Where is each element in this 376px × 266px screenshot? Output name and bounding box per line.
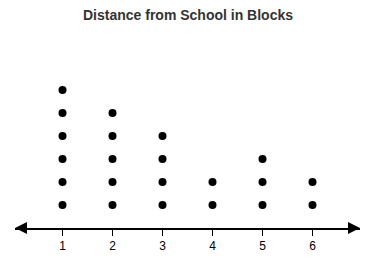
svg-text:1: 1 [59, 239, 66, 253]
svg-text:2: 2 [109, 239, 116, 253]
svg-text:4: 4 [209, 239, 216, 253]
svg-text:5: 5 [259, 239, 266, 253]
svg-text:6: 6 [309, 239, 316, 253]
svg-text:Distance from School in Blocks: Distance from School in Blocks [83, 7, 293, 23]
svg-text:3: 3 [159, 239, 166, 253]
